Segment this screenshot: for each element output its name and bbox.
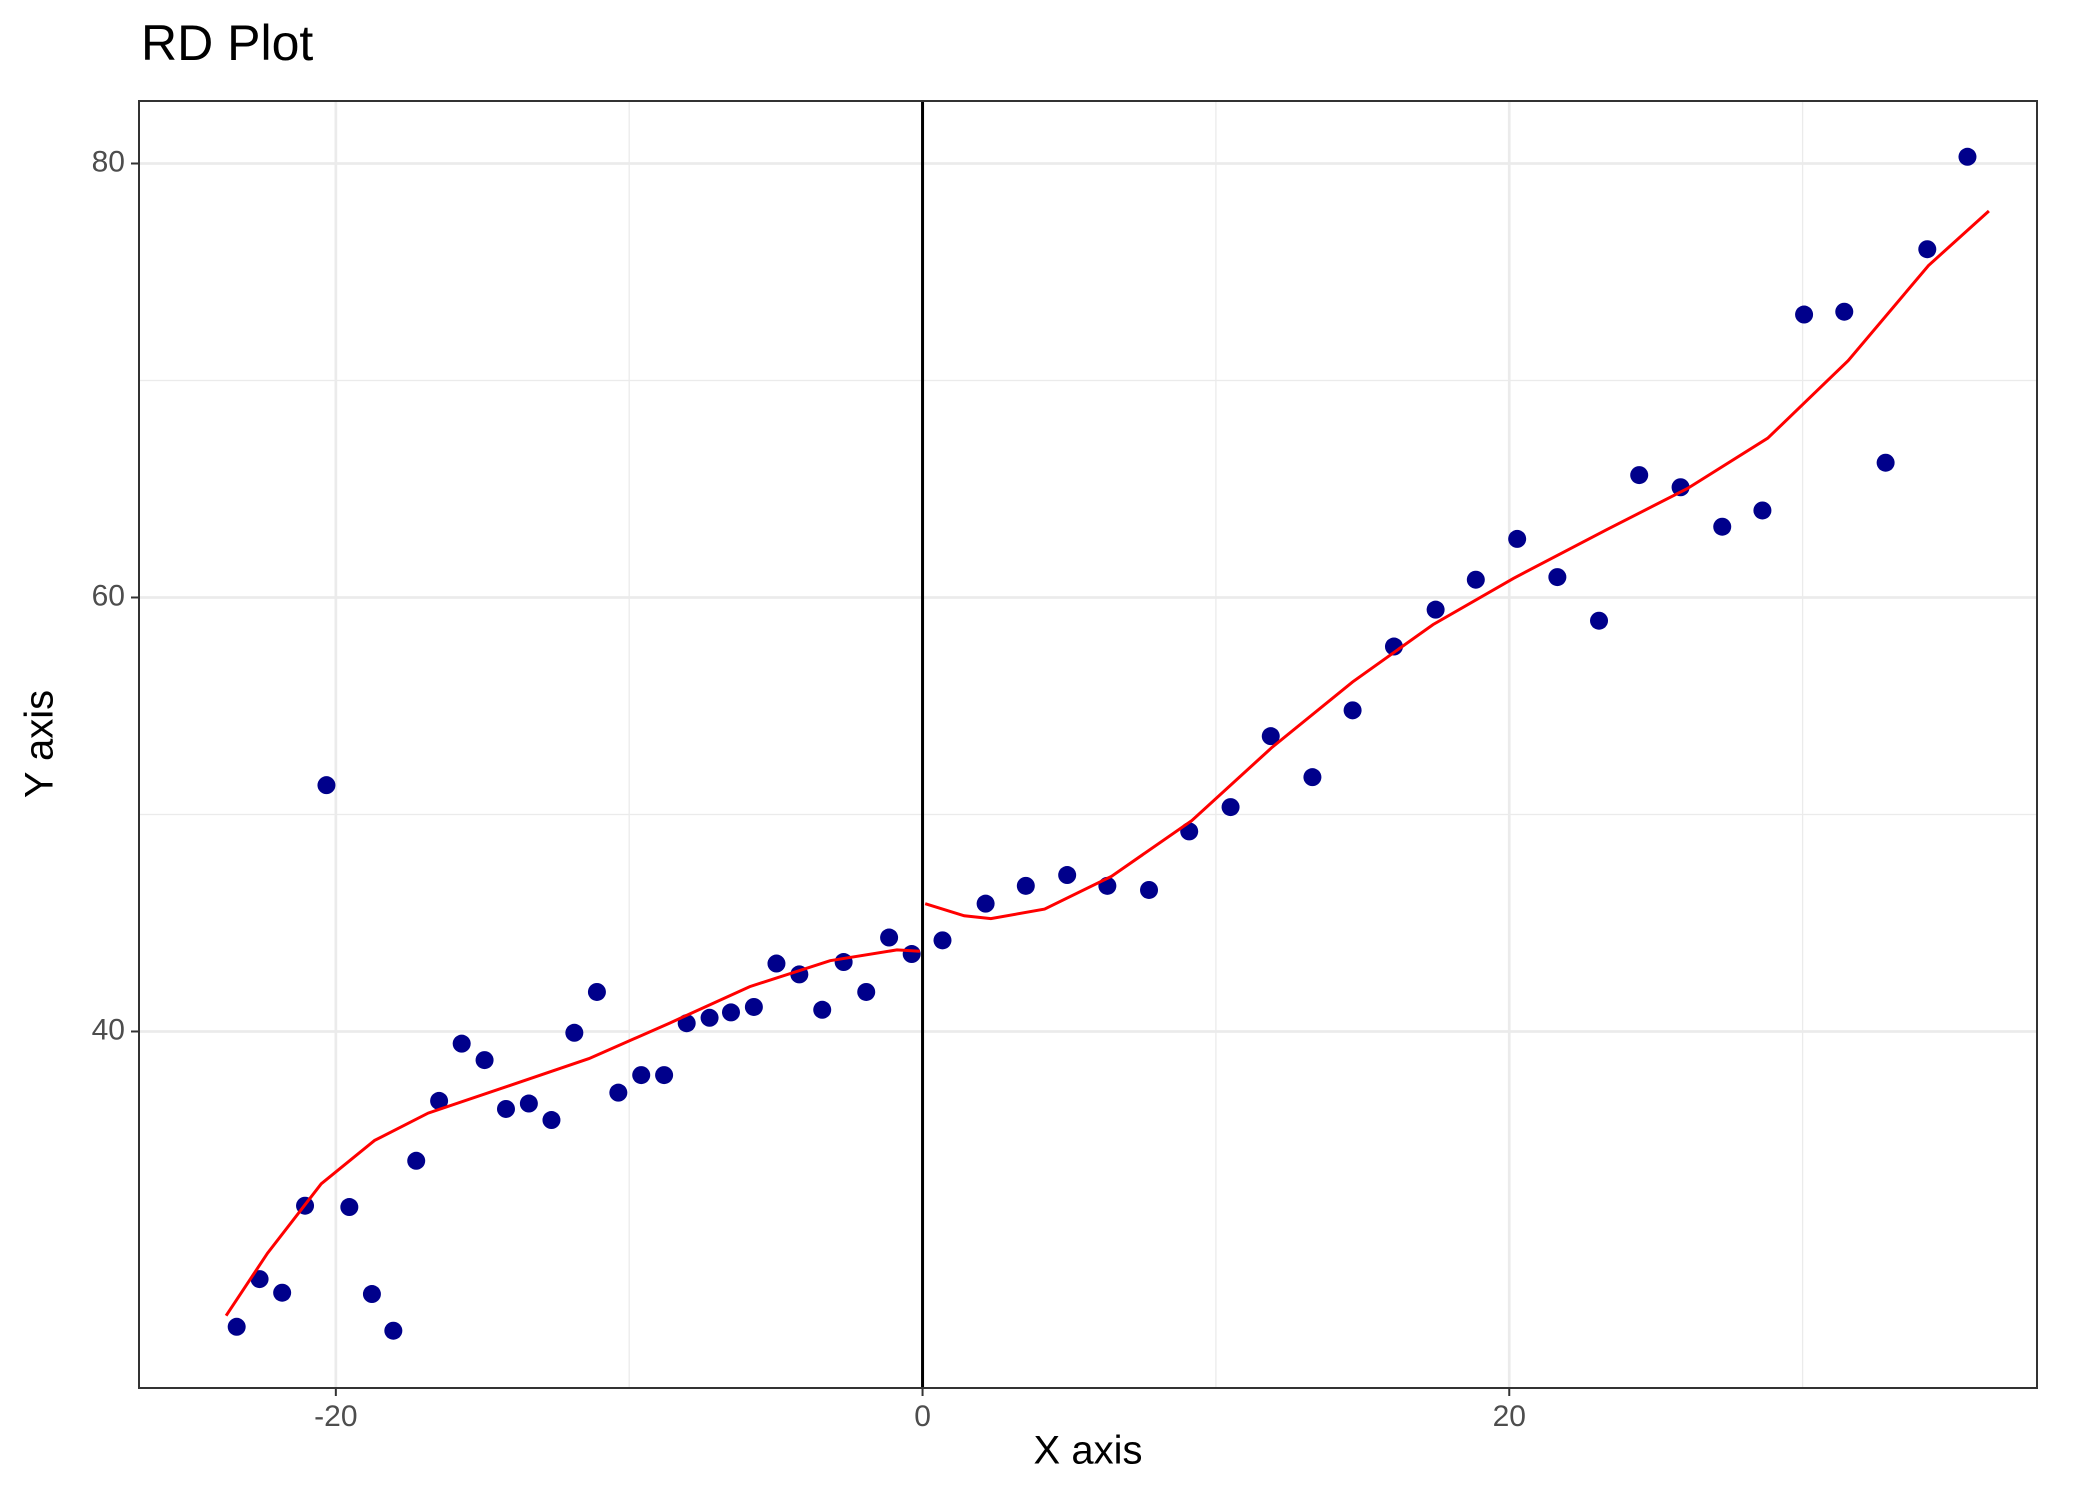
x-tick-label: 0 [914, 1400, 931, 1433]
point [542, 1111, 561, 1130]
point [1795, 305, 1814, 324]
x-tick-label: -20 [314, 1400, 357, 1433]
point [976, 894, 995, 913]
point [384, 1321, 403, 1340]
point [1671, 478, 1690, 497]
point [1058, 866, 1077, 885]
point [1713, 517, 1732, 536]
point [1548, 568, 1567, 587]
point [430, 1091, 449, 1110]
y-tick-label: 80 [92, 145, 125, 178]
point [902, 945, 921, 964]
point [587, 982, 606, 1001]
point [933, 931, 952, 950]
fit-line [924, 209, 1990, 921]
panel-border [138, 100, 2038, 1389]
point [880, 928, 899, 947]
point [1140, 880, 1159, 899]
point [519, 1094, 538, 1113]
point [632, 1066, 651, 1085]
point [1261, 727, 1280, 746]
point [1876, 453, 1895, 472]
x-tick-label: 20 [1493, 1400, 1526, 1433]
point [655, 1066, 674, 1085]
y-tick-label: 60 [92, 579, 125, 612]
point [1590, 611, 1609, 630]
point [834, 953, 853, 972]
point [857, 982, 876, 1001]
point [609, 1083, 628, 1102]
point [565, 1023, 584, 1042]
point [1221, 798, 1240, 817]
x-axis-title: X axis [1034, 1429, 1143, 1473]
chart-title: RD Plot [141, 15, 313, 71]
point [1343, 701, 1362, 720]
point [700, 1008, 719, 1027]
point [1918, 240, 1937, 259]
point [317, 776, 336, 795]
point [475, 1051, 494, 1070]
point [1753, 501, 1772, 520]
point [721, 1003, 740, 1022]
point [496, 1099, 515, 1118]
point [1466, 570, 1485, 589]
point [1016, 876, 1035, 895]
point [452, 1034, 471, 1053]
point [362, 1285, 381, 1304]
point [1835, 302, 1854, 321]
y-tick-label: 40 [92, 1013, 125, 1046]
point [744, 997, 763, 1016]
point [813, 1000, 832, 1019]
fit-line [224, 948, 920, 1317]
point [340, 1198, 359, 1217]
point [407, 1151, 426, 1170]
point [767, 954, 786, 973]
point [1958, 147, 1977, 166]
point [273, 1283, 292, 1302]
point [1303, 768, 1322, 787]
point [1630, 466, 1649, 485]
point [227, 1317, 246, 1336]
y-axis-title: Y axis [18, 690, 62, 798]
point [1508, 529, 1527, 548]
point [1426, 600, 1445, 619]
